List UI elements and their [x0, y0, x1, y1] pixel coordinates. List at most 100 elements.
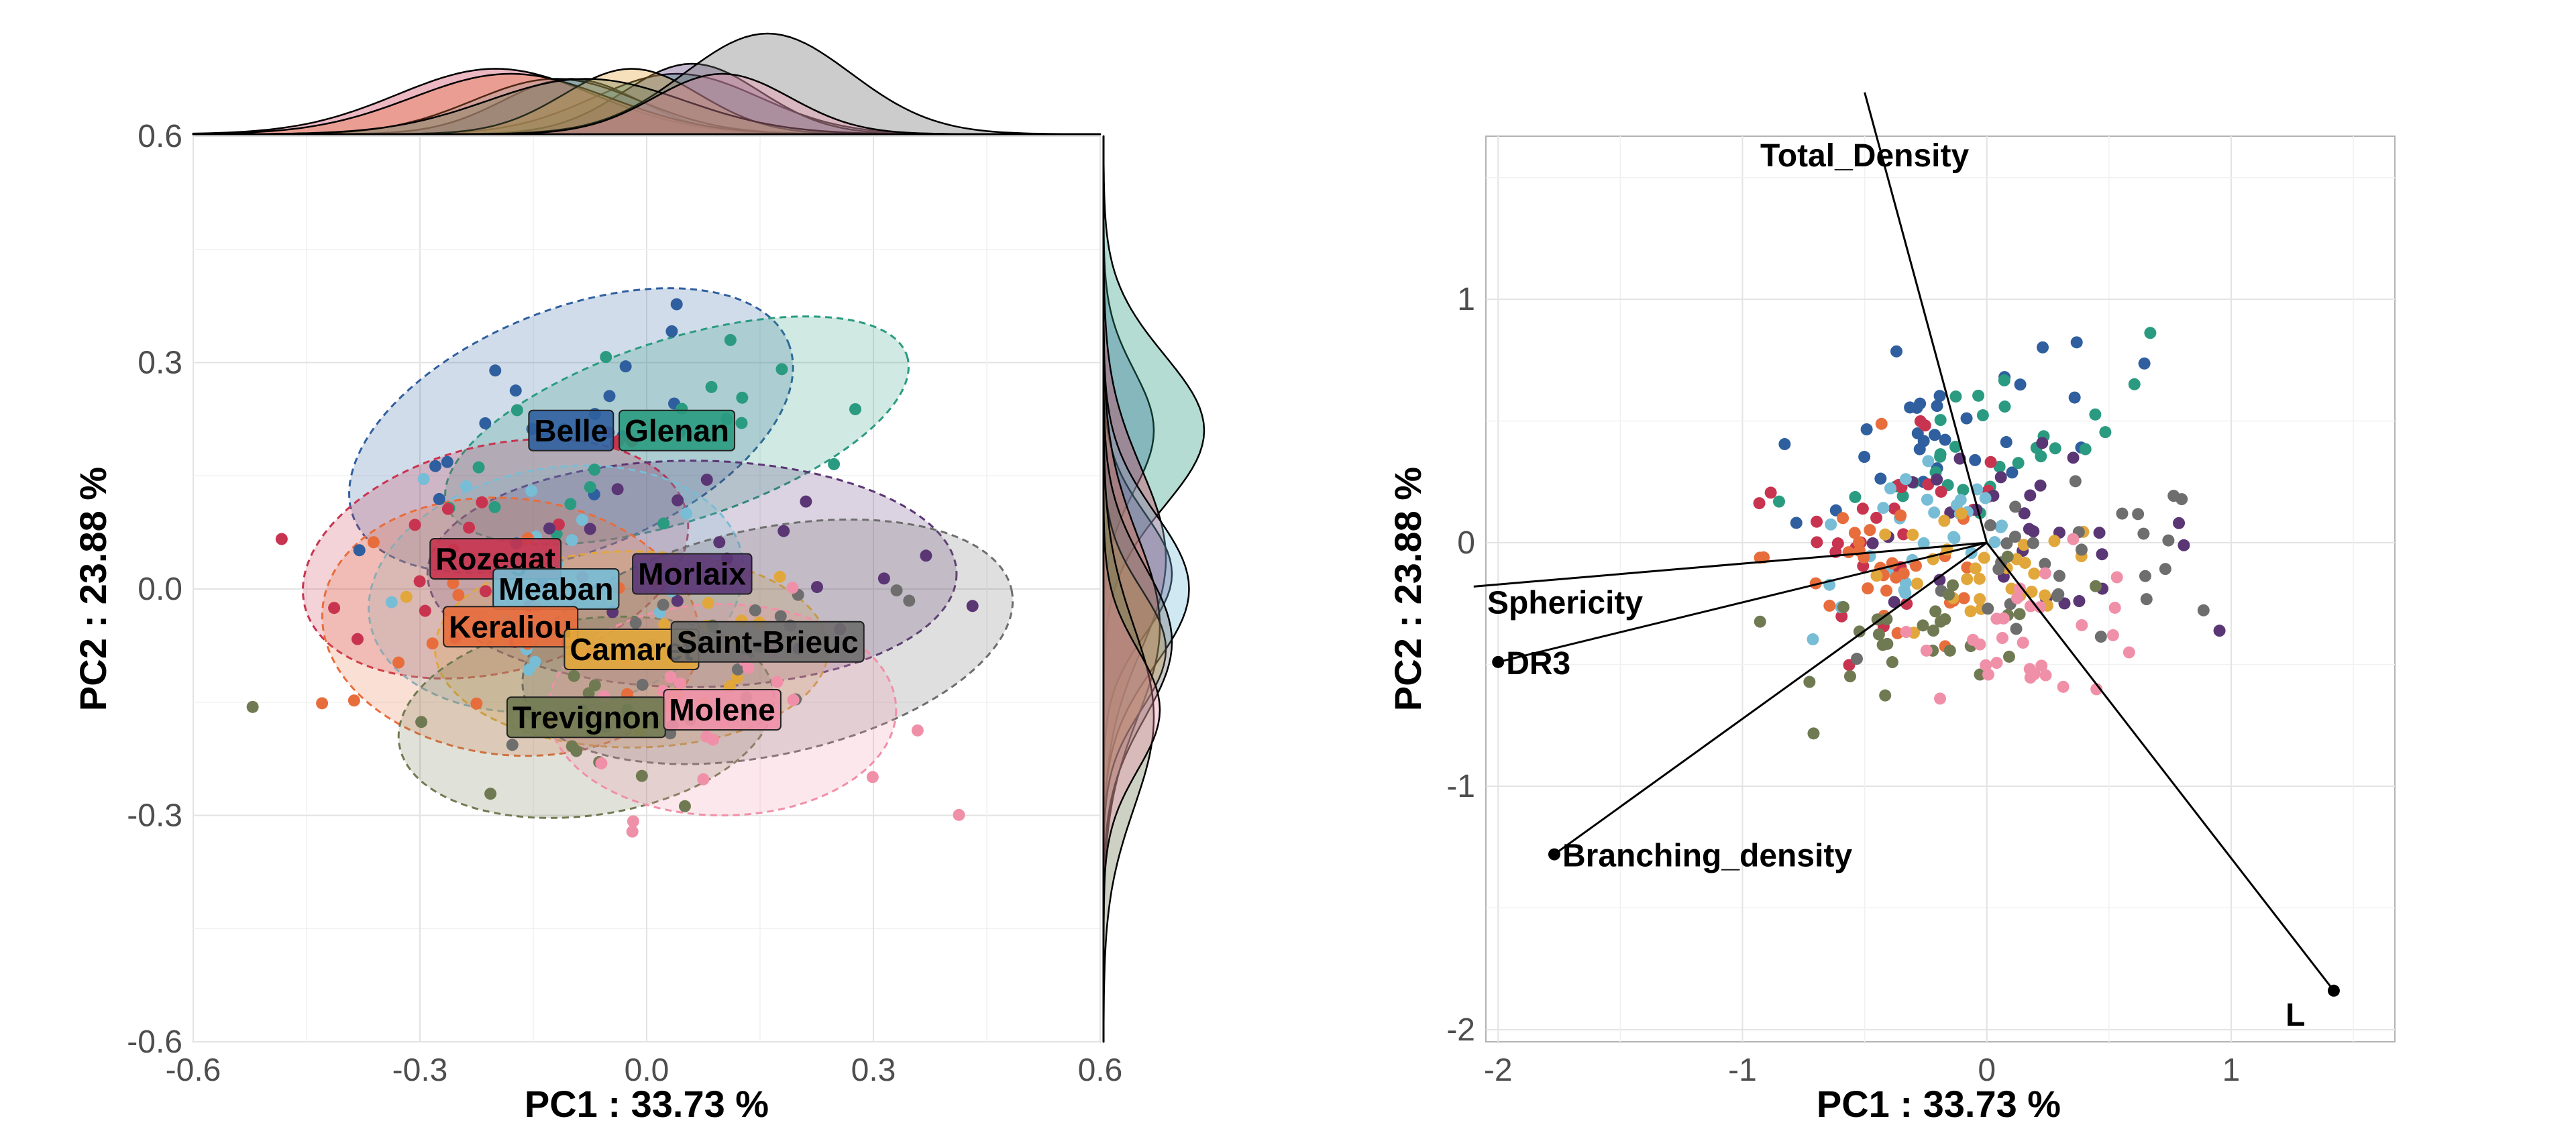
biplot-point-glenan [1949, 440, 1962, 453]
biplot-point-belle [1904, 401, 1917, 414]
biplot-point-trevignon [1853, 625, 1866, 638]
point-molene [664, 671, 677, 684]
y-tick-label: -1 [1446, 769, 1475, 804]
biplot-point-morlaix [1933, 574, 1946, 586]
point-molene [627, 815, 639, 828]
right-tick-labels: -2 -1 0 1 -2 -1 0 1 [1446, 282, 2240, 1088]
biplot-point-saint-brieuc [2009, 500, 2022, 513]
biplot-point-rozegat [1857, 559, 1870, 572]
left-y-axis-title: PC2 : 23.88 % [72, 467, 114, 711]
point-glenan [584, 481, 596, 494]
biplot-point-trevignon [1946, 579, 1959, 592]
top-marginal-density [192, 32, 1102, 136]
biplot-point-saint-brieuc [2027, 537, 2039, 549]
biplot-point-glenan [1957, 484, 1970, 496]
biplot-point-belle [2070, 336, 2083, 349]
point-molene [674, 677, 686, 690]
biplot-point-camaret [1911, 578, 1923, 590]
x-tick-label: -1 [1728, 1053, 1757, 1088]
point-molene [911, 724, 924, 737]
biplot-point-camaret [1969, 562, 1982, 575]
biplot-point-rozegat [1900, 598, 1913, 610]
biplot-point-saint-brieuc [2010, 623, 2023, 635]
point-glenan [511, 404, 523, 417]
biplot-point-molene [2035, 659, 2048, 672]
biplot-point-molene [1920, 644, 1933, 657]
biplot-point-saint-brieuc [2132, 508, 2145, 521]
biplot-point-keraliou [1848, 527, 1861, 539]
point-rozegat [328, 602, 341, 614]
biplot-point-molene [1990, 657, 2003, 669]
vector-label-total_density: Total_Density [1760, 138, 1969, 174]
point-keraliou [452, 589, 465, 602]
biplot-point-keraliou [1842, 546, 1855, 559]
biplot-point-morlaix [2036, 437, 2049, 449]
point-morlaix [700, 474, 713, 486]
biplot-point-meaban [1979, 492, 1992, 504]
biplot-point-trevignon [1872, 628, 1885, 641]
right-x-axis-title: PC1 : 33.73 % [1817, 1083, 2061, 1125]
biplot-point-meaban [1877, 502, 1890, 515]
biplot-point-camaret [2025, 586, 2038, 598]
y-tick-label: -0.3 [127, 798, 182, 834]
point-belle [441, 455, 453, 468]
point-molene [866, 771, 879, 784]
biplot-point-camaret [1961, 573, 1974, 586]
point-meaban [576, 513, 588, 526]
biplot-point-rozegat [1811, 515, 1823, 528]
vector-label-sphericity: Sphericity [1487, 585, 1643, 621]
biplot-point-saint-brieuc [2140, 593, 2153, 606]
biplot-point-morlaix [1931, 473, 1943, 486]
biplot-point-molene [2076, 619, 2088, 631]
vector-branching_density [1554, 541, 1988, 855]
biplot-point-keraliou [1837, 512, 1849, 525]
point-morlaix [713, 536, 726, 549]
biplot-point-morlaix [2023, 523, 2035, 535]
point-belle [603, 390, 616, 402]
point-molene [787, 694, 800, 706]
vector-end-l [2327, 984, 2340, 997]
biplot-point-molene [2034, 601, 2047, 614]
group-label-box [632, 553, 753, 595]
point-glenan [564, 498, 577, 511]
biplot-point-belle [1911, 427, 1924, 439]
point-rozegat [476, 496, 488, 508]
biplot-point-molene [2017, 637, 2029, 649]
biplot-point-saint-brieuc [2053, 570, 2065, 582]
biplot-point-meaban [1884, 482, 1896, 495]
biplot-point-molene [2039, 567, 2051, 580]
biplot-point-molene [2108, 601, 2121, 614]
biplot-point-belle [1939, 433, 1951, 446]
biplot-point-meaban [1948, 532, 1961, 545]
biplot-point-saint-brieuc [2159, 563, 2171, 576]
biplot-point-trevignon [1871, 613, 1884, 626]
biplot-point-molene [1990, 612, 2003, 625]
point-meaban [417, 473, 430, 486]
biplot-point-morlaix [2058, 597, 2071, 610]
biplot-point-rozegat [1811, 536, 1823, 549]
biplot-point-saint-brieuc [2039, 557, 2051, 570]
biplot-point-trevignon [2013, 608, 2026, 621]
biplot-point-morlaix [1888, 596, 1900, 608]
y-tick-label: 0.0 [138, 572, 182, 607]
group-label-box [619, 409, 736, 451]
y-tick-label: 0.6 [138, 119, 182, 154]
x-tick-label: 0.3 [851, 1053, 896, 1088]
point-saint-brieuc [657, 598, 669, 611]
point-morlaix [777, 525, 790, 537]
group-label-meaban: Meaban [498, 572, 613, 606]
y-tick-label: 0 [1457, 525, 1475, 561]
point-keraliou [316, 697, 329, 710]
top-density-molene [193, 72, 1100, 136]
biplot-point-saint-brieuc [2094, 631, 2107, 643]
biplot-point-glenan [2099, 426, 2112, 439]
biplot-point-camaret [1938, 515, 1951, 527]
biplot-point-glenan [1972, 389, 1985, 402]
biplot-point-belle [1928, 429, 1941, 441]
vector-sphericity [1473, 541, 1987, 588]
point-glenan [828, 458, 841, 470]
right-density-molene [1102, 136, 1161, 1042]
vector-end-branching_density [1548, 848, 1560, 861]
biplot-point-meaban [1921, 493, 1933, 506]
biplot-point-glenan [1976, 409, 1989, 422]
